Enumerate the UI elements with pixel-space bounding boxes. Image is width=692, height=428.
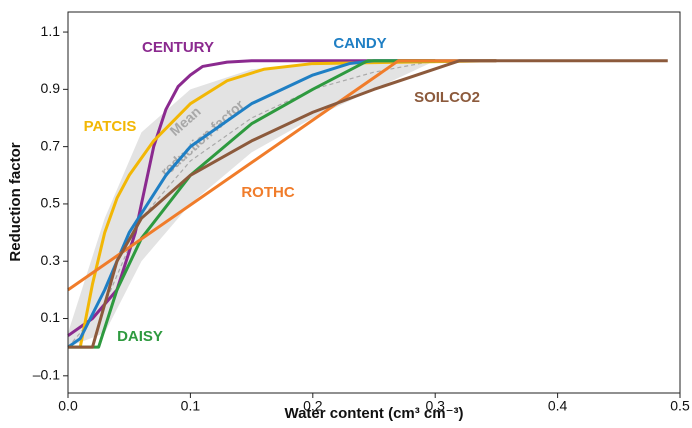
y-tick-label: 0.1 [41, 309, 61, 325]
series-label: ROTHC [241, 184, 294, 201]
series-label: DAISY [117, 328, 163, 345]
series-label: CENTURY [142, 39, 214, 56]
y-tick-label: 0.9 [41, 80, 61, 96]
x-tick-label: 0.0 [58, 398, 78, 414]
x-tick-label: 0.5 [670, 398, 690, 414]
plot-frame [67, 11, 681, 394]
y-tick-label: 0.7 [41, 137, 61, 153]
x-tick-label: 0.2 [303, 398, 323, 414]
y-tick-label: –0.1 [33, 367, 60, 383]
mean-line [67, 60, 436, 348]
x-axis-label: Water content (cm³ cm⁻³) [284, 405, 463, 422]
data-line [78, 59, 497, 348]
y-tick-label: 0.3 [41, 252, 61, 268]
y-tick-label: 1.1 [41, 23, 61, 39]
data-line [67, 59, 436, 337]
y-axis-label: Reduction factor [7, 142, 24, 261]
series-label: CANDY [333, 35, 386, 52]
x-tick-label: 0.3 [425, 398, 445, 414]
x-tick-label: 0.1 [181, 398, 201, 414]
series-label: SOILCO2 [414, 89, 480, 106]
y-tick-label: 0.5 [41, 195, 61, 211]
data-line [68, 59, 668, 349]
x-tick-label: 0.4 [548, 398, 568, 414]
data-line [67, 59, 497, 349]
series-label: PATCIS [84, 118, 137, 135]
